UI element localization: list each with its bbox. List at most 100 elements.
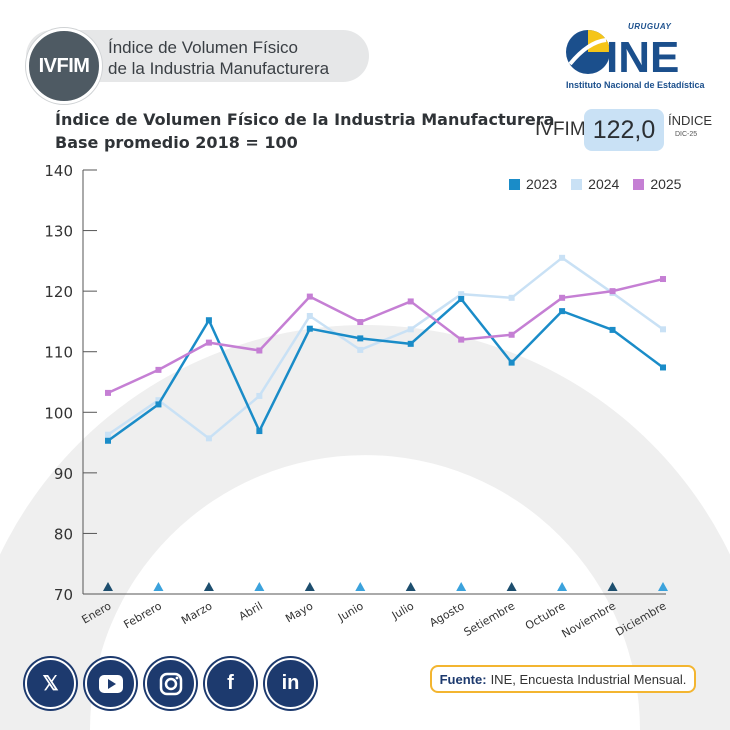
- y-tick-label: 120: [44, 283, 73, 301]
- x-tick-label: Diciembre: [613, 599, 668, 638]
- x-tick-label: Junio: [335, 599, 366, 624]
- x-category-marker: [153, 582, 164, 591]
- kpi-label: IVFIM: [535, 119, 586, 140]
- y-tick-label: 80: [54, 525, 73, 543]
- legend-swatch-2023: [509, 178, 520, 190]
- data-point-2024: [256, 392, 263, 399]
- x-tick-label: Febrero: [121, 599, 164, 631]
- x-category-marker: [304, 582, 315, 591]
- data-point-2023: [508, 359, 515, 366]
- x-category-marker: [203, 582, 214, 591]
- youtube-icon[interactable]: [85, 658, 136, 709]
- data-point-2023: [407, 340, 414, 347]
- data-point-2024: [306, 312, 313, 319]
- instagram-icon[interactable]: [145, 658, 196, 709]
- series-line-2023: [107, 297, 664, 442]
- source-note: Fuente: INE, Encuesta Industrial Mensual…: [430, 665, 696, 693]
- data-point-2023: [458, 296, 465, 303]
- data-point-2023: [559, 308, 566, 315]
- source-text: INE, Encuesta Industrial Mensual.: [490, 671, 687, 687]
- legend-label-2025: 2025: [650, 176, 682, 192]
- kpi-side-label: ÍNDICE: [668, 113, 713, 128]
- data-point-2025: [306, 293, 313, 300]
- y-tick-label: 90: [54, 465, 73, 483]
- y-tick-label: 140: [44, 162, 73, 180]
- y-tick-label: 130: [44, 223, 73, 241]
- data-point-2025: [609, 288, 616, 295]
- logo-subtitle: Instituto Nacional de Estadística: [566, 80, 705, 90]
- legend-swatch-2024: [571, 178, 583, 190]
- ivfim-badge: IVFIM: [26, 28, 102, 104]
- data-point-2024: [559, 254, 566, 261]
- data-point-2025: [458, 336, 465, 343]
- data-point-2025: [256, 347, 263, 354]
- chart-title-block: Índice de Volumen Físico de la Industria…: [55, 108, 554, 154]
- x-tick-label: Noviembre: [560, 599, 619, 640]
- data-point-2023: [357, 335, 364, 342]
- header-title-line2: de la Industria Manufacturera: [108, 59, 330, 78]
- data-point-2025: [155, 366, 162, 373]
- data-point-2024: [458, 291, 465, 298]
- y-tick-label: 70: [54, 586, 73, 604]
- kpi-side: ÍNDICE DIC-25: [668, 114, 712, 142]
- x-tick-label: Marzo: [179, 599, 215, 627]
- data-point-2024: [407, 326, 414, 333]
- x-category-marker: [607, 582, 618, 591]
- legend-item-2025: 2025: [633, 176, 681, 192]
- y-tick-label: 100: [44, 404, 73, 422]
- data-point-2025: [559, 294, 566, 301]
- x-tick-label: Mayo: [283, 599, 315, 625]
- data-point-2023: [306, 325, 313, 332]
- header-title: Índice de Volumen Físico de la Industria…: [108, 37, 329, 79]
- data-point-2023: [155, 401, 162, 408]
- x-category-marker: [506, 582, 517, 591]
- social-links: 𝕏 f in: [25, 658, 316, 709]
- data-point-2025: [508, 331, 515, 338]
- data-point-2023: [105, 437, 111, 444]
- x-category-marker: [557, 582, 568, 591]
- series-line-2024: [107, 256, 664, 440]
- data-point-2025: [660, 276, 666, 283]
- x-tick-label: Setiembre: [462, 599, 518, 639]
- data-point-2024: [660, 326, 666, 333]
- kpi-period: DIC-25: [675, 131, 698, 138]
- linkedin-icon[interactable]: in: [265, 658, 316, 709]
- data-point-2023: [205, 317, 212, 324]
- legend-label-2024: 2024: [588, 176, 620, 192]
- legend-item-2023: 2023: [509, 176, 557, 192]
- data-point-2023: [256, 428, 263, 435]
- chart-legend: 2023 2024 2025: [509, 176, 681, 192]
- x-tick-label: Abril: [237, 599, 265, 623]
- data-point-2024: [155, 397, 162, 404]
- source-label: Fuente:: [439, 671, 487, 687]
- header-title-line1: Índice de Volumen Físico: [108, 38, 298, 57]
- data-point-2024: [508, 294, 515, 301]
- chart-title: Índice de Volumen Físico de la Industria…: [55, 110, 555, 129]
- data-point-2025: [407, 298, 414, 305]
- x-category-marker: [658, 582, 668, 591]
- series-line-2025: [107, 277, 664, 395]
- x-category-marker: [254, 582, 265, 591]
- legend-label-2023: 2023: [526, 176, 558, 192]
- chart-subtitle: Base promedio 2018 = 100: [55, 133, 298, 152]
- data-point-2025: [357, 319, 364, 326]
- x-category-marker: [103, 582, 113, 591]
- logo-country: URUGUAY: [628, 22, 672, 31]
- x-category-marker: [405, 582, 416, 591]
- x-tick-label: Enero: [80, 599, 114, 626]
- facebook-icon[interactable]: f: [205, 658, 256, 709]
- x-icon[interactable]: 𝕏: [25, 658, 76, 709]
- kpi-value: 122,0: [584, 109, 664, 151]
- data-point-2024: [105, 431, 111, 438]
- ine-logo-icon: INE: [566, 30, 679, 82]
- data-point-2025: [205, 339, 212, 346]
- y-tick-label: 110: [44, 344, 73, 362]
- x-category-marker: [456, 582, 467, 591]
- x-tick-label: Julio: [389, 599, 417, 622]
- data-point-2025: [105, 389, 111, 396]
- data-point-2023: [660, 364, 666, 371]
- data-point-2024: [205, 435, 212, 442]
- logo-name: INE: [606, 33, 679, 82]
